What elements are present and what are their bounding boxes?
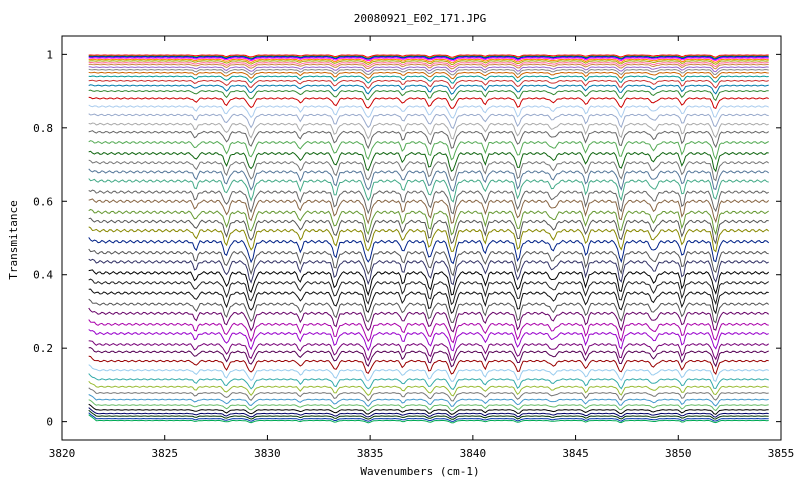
spectrum-series-line — [88, 113, 769, 130]
spectrum-series-line — [88, 394, 769, 407]
spectrum-series-line — [88, 58, 769, 64]
spectrum-series-line — [88, 258, 769, 286]
spectrum-series-line — [88, 168, 770, 192]
spectrum-series-line — [88, 54, 769, 58]
spectrum-series-line — [88, 61, 769, 68]
spectrum-series-line — [88, 407, 769, 418]
spectrum-series-line — [88, 198, 770, 225]
x-tick-label: 3825 — [151, 447, 178, 460]
y-tick-label: 0 — [46, 416, 53, 429]
spectrum-series-line — [88, 60, 769, 66]
plot-frame — [61, 35, 782, 441]
spectrum-series-line — [88, 288, 769, 315]
y-tick-label: 1 — [46, 48, 53, 61]
y-tick-label: 0.2 — [33, 342, 53, 355]
spectrum-series-line — [88, 269, 770, 297]
x-tick-label: 3845 — [562, 447, 589, 460]
spectrum-series-line — [88, 150, 769, 173]
spectrum-series-line — [88, 412, 769, 422]
chart-title: 20080921_E02_171.JPG — [354, 12, 486, 25]
y-tick-label: 0.6 — [33, 195, 53, 208]
y-tick-label: 0.8 — [33, 122, 53, 135]
spectrum-series-line — [88, 237, 770, 265]
x-tick-label: 3855 — [768, 447, 795, 460]
spectrum-series-line — [88, 159, 770, 182]
spectrum-series-line — [88, 75, 769, 84]
spectrum-series-line — [88, 414, 769, 424]
spectrum-series-line — [88, 364, 769, 382]
spectrum-series-line — [88, 89, 769, 102]
spectrum-series-line — [88, 130, 769, 150]
spectrum-series-line — [88, 140, 769, 161]
spectrum-series-line — [88, 387, 769, 402]
spectrum-series-line — [88, 63, 769, 70]
x-axis-label: Wavenumbers (cm-1) — [360, 465, 479, 478]
spectrum-series-line — [88, 278, 769, 306]
spectrum-series-line — [88, 56, 769, 61]
y-axis-label: Transmitance — [7, 200, 20, 279]
spectrum-series-line — [88, 380, 769, 397]
x-tick-label: 3840 — [460, 447, 487, 460]
spectrum-series-line — [88, 208, 769, 236]
spectrum-series-line — [88, 373, 769, 391]
y-axis: 0 0.2 0.4 0.6 0.8 1 — [33, 48, 781, 429]
spectrum-series-line — [88, 96, 769, 110]
x-tick-label: 3850 — [665, 447, 692, 460]
spectrum-series-line — [88, 347, 769, 368]
spectrum-series-line — [88, 355, 769, 375]
spectrum-series-line — [88, 79, 769, 90]
spectrum-series-line — [88, 71, 769, 80]
spectrum-series-line — [88, 68, 769, 76]
spectrum-series-line — [88, 226, 770, 253]
spectrum-series-line — [88, 329, 769, 352]
spectrum-series-line — [88, 409, 769, 420]
spectrum-series-line — [88, 66, 769, 73]
spectrum-series-line — [88, 178, 769, 203]
spectrum-series-line — [88, 57, 769, 62]
spectrum-series-line — [88, 122, 769, 140]
y-tick-label: 0.4 — [33, 269, 53, 282]
spectrum-series-line — [88, 189, 769, 215]
spectrum-series-line — [88, 319, 769, 344]
spectrum-series-line — [88, 104, 769, 119]
spectrum-series-line — [88, 340, 769, 362]
series-layer — [88, 54, 770, 424]
spectrum-series-line — [88, 403, 769, 415]
spectrum-series-line — [88, 248, 769, 277]
spectrum-series-line — [88, 217, 769, 245]
spectrum-series-line — [88, 399, 769, 412]
spectrum-series-line — [88, 298, 770, 324]
x-tick-label: 3820 — [49, 447, 76, 460]
spectrum-series-line — [88, 84, 769, 95]
spectrum-series-line — [88, 55, 769, 60]
spectrum-series-line — [88, 307, 770, 333]
x-tick-label: 3835 — [357, 447, 384, 460]
x-axis: 3820 3825 3830 3835 3840 3845 3850 3855 — [49, 36, 795, 460]
x-tick-label: 3830 — [254, 447, 281, 460]
